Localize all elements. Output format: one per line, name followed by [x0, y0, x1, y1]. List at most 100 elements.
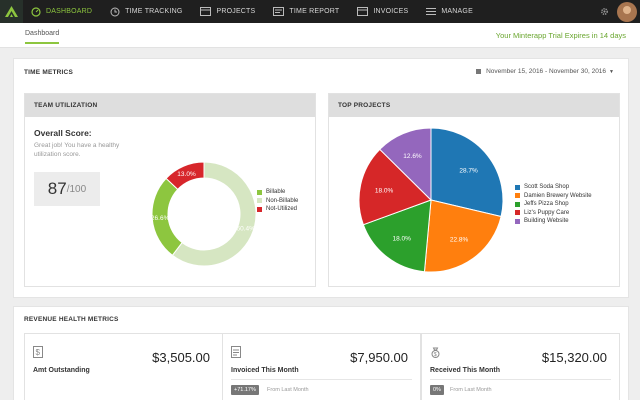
legend-label: Jeffs Pizza Shop [524, 201, 569, 208]
legend-swatch [515, 201, 520, 207]
date-range-picker[interactable]: November 15, 2016 - November 30, 2016 ▼ [476, 68, 614, 75]
legend-label: Billable [266, 189, 286, 196]
sub-header: Dashboard Your Minterapp Trial Expires i… [0, 23, 640, 48]
slice-label-non-billable: 60.4% [236, 226, 255, 233]
date-range-text: November 15, 2016 - November 30, 2016 [486, 68, 607, 75]
slice-jeffs-pizza-shop[interactable] [362, 199, 432, 273]
divider [231, 379, 412, 380]
slice-not-utilized[interactable] [165, 161, 205, 191]
invoiced-this-month-card[interactable]: Invoiced This Month $7,950.00 +71.17% Fr… [222, 333, 421, 400]
settings-button[interactable] [600, 7, 609, 16]
dashboard-gauge-icon [31, 6, 41, 17]
nav-label: PROJECTS [216, 8, 256, 15]
slice-liz-s-puppy-care[interactable] [358, 148, 432, 226]
slice-scott-soda-shop[interactable] [430, 127, 504, 218]
amt-outstanding-card[interactable]: $ Amt Outstanding $3,505.00 [24, 333, 223, 400]
top-projects-legend: Scott Soda Shop Damien Brewery Website Jef… [515, 183, 592, 226]
nav-label: TIME REPORT [289, 8, 340, 15]
legend-label: Damien Brewery Website [524, 192, 592, 199]
score-box: 87 /100 [34, 172, 100, 206]
utilization-message: Great job! You have a healthy utilizatio… [34, 142, 120, 158]
nav-time-report[interactable]: TIME REPORT [265, 0, 349, 23]
received-this-month-card[interactable]: $ Received This Month $15,320.00 0% From… [421, 333, 620, 400]
slice-damien-brewery-website[interactable] [423, 199, 502, 273]
legend-swatch [515, 210, 520, 216]
legend-item-not-utilized[interactable]: Not-Utilized [257, 205, 298, 214]
logo-icon [5, 6, 18, 17]
nav-label: TIME TRACKING [125, 8, 183, 15]
nav-dashboard[interactable]: DASHBOARD [23, 0, 102, 23]
slice-building-website[interactable] [379, 127, 432, 202]
slice-non-billable[interactable] [171, 161, 257, 267]
minterapp-logo[interactable] [0, 0, 23, 23]
top-projects-pie-chart: 28.7% 22.8% 18.0% 18.0% 12.6% [358, 127, 504, 273]
money-bag-icon: $ [431, 347, 440, 358]
folder-icon [200, 7, 212, 16]
invoiced-change-badge: +71.17% [231, 385, 259, 395]
clock-icon [110, 7, 120, 16]
legend-swatch [257, 206, 262, 212]
received-change-badge: 0% [430, 385, 444, 395]
slice-label-scott-soda-shop: 28.7% [459, 168, 478, 175]
top-projects-title: TOP PROJECTS [329, 94, 619, 117]
legend-item-billable[interactable]: Billable [257, 188, 298, 197]
report-icon [273, 7, 285, 16]
time-metrics-title: TIME METRICS [24, 69, 73, 76]
legend-swatch [515, 218, 520, 224]
nav-label: INVOICES [373, 8, 409, 15]
legend-label: Building Website [524, 218, 569, 225]
slice-label-billable: 26.6% [151, 215, 170, 222]
received-amount: $15,320.00 [541, 350, 607, 365]
legend-item-jeffs-pizza-shop[interactable]: Jeffs Pizza Shop [515, 200, 592, 209]
nav-label: MANAGE [441, 8, 473, 15]
score-max: /100 [66, 183, 87, 195]
overall-score-label: Overall Score: [34, 128, 92, 138]
invoiced-amount: $7,950.00 [350, 350, 408, 365]
amt-outstanding-label: Amt Outstanding [33, 367, 90, 374]
legend-swatch [515, 184, 520, 190]
slice-label-liz-s-puppy-care: 18.0% [375, 187, 394, 194]
trial-notice[interactable]: Your Minterapp Trial Expires in 14 days [495, 31, 626, 40]
legend-label: Non-Billable [266, 197, 299, 204]
svg-text:$: $ [36, 348, 41, 357]
gear-icon [601, 8, 608, 15]
slice-label-building-website: 12.6% [403, 153, 422, 160]
svg-text:$: $ [434, 352, 437, 358]
nav-manage[interactable]: MANAGE [418, 0, 483, 23]
nav-label: DASHBOARD [46, 8, 93, 15]
team-utilization-title: TEAM UTILIZATION [25, 94, 315, 117]
legend-item-damien-brewery-website[interactable]: Damien Brewery Website [515, 192, 592, 201]
legend-item-scott-soda-shop[interactable]: Scott Soda Shop [515, 183, 592, 192]
nav-projects[interactable]: PROJECTS [192, 0, 265, 23]
invoiced-label: Invoiced This Month [231, 367, 299, 374]
nav-right [600, 0, 640, 23]
time-metrics-panel: TIME METRICS November 15, 2016 - Novembe… [13, 58, 629, 298]
revenue-title: REVENUE HEALTH METRICS [24, 316, 119, 323]
invoice-doc-icon [231, 346, 241, 358]
user-avatar[interactable] [617, 1, 637, 22]
legend-item-building-website[interactable]: Building Website [515, 217, 592, 226]
received-label: Received This Month [430, 367, 501, 374]
received-from-label: From Last Month [450, 387, 492, 393]
slice-label-jeffs-pizza-shop: 18.0% [393, 236, 412, 243]
invoiced-from-label: From Last Month [267, 387, 309, 393]
nav-time-tracking[interactable]: TIME TRACKING [102, 0, 192, 23]
top-projects-card: TOP PROJECTS 28.7% 22.8% 18.0% 18.0% 12.6% S… [328, 93, 620, 287]
legend-swatch [257, 198, 262, 204]
divider [430, 379, 611, 380]
score-value: 87 [47, 179, 67, 198]
document-dollar-icon: $ [33, 346, 43, 358]
amt-outstanding-amount: $3,505.00 [152, 350, 210, 365]
caret-down-icon: ▼ [609, 68, 614, 75]
legend-swatch [515, 193, 520, 199]
nav-invoices[interactable]: INVOICES [349, 0, 418, 23]
legend-item-non-billable[interactable]: Non-Billable [257, 197, 298, 206]
legend-item-liz-s-puppy-care[interactable]: Liz's Puppy Care [515, 209, 592, 218]
slice-label-damien-brewery-website: 22.8% [450, 236, 469, 243]
legend-label: Scott Soda Shop [524, 184, 570, 191]
tab-dashboard[interactable]: Dashboard [25, 30, 60, 44]
legend-label: Liz's Puppy Care [524, 209, 570, 216]
top-navigation: DASHBOARD TIME TRACKING PROJECTS TIME RE… [0, 0, 640, 23]
utilization-legend: Billable Non-Billable Not-Utilized [257, 188, 298, 214]
utilization-donut-chart: 60.4% 26.6% 13.0% [151, 161, 257, 267]
